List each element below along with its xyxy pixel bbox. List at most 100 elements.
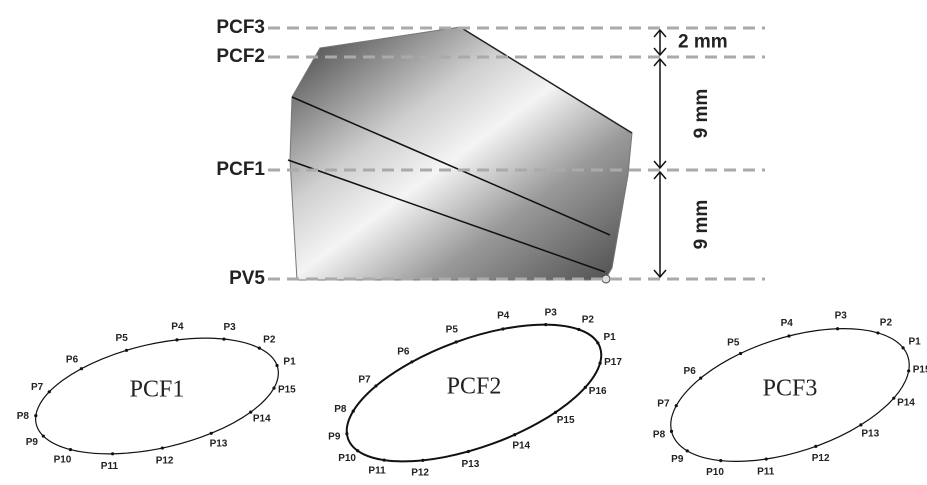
point-label: P7 — [358, 375, 371, 386]
point-label: P16 — [589, 386, 607, 397]
point-marker — [80, 367, 83, 370]
point-marker — [544, 323, 547, 326]
point-label: P15 — [913, 365, 927, 376]
point-marker — [596, 341, 599, 344]
point-label: P1 — [603, 332, 616, 343]
point-label: P2 — [880, 317, 893, 328]
point-marker — [48, 390, 51, 393]
point-marker — [892, 397, 895, 400]
sections: PCF1 P1 P2 P3 P4 P5 P6 P7 P8 P9 P10 P11 P12 P13 P14 P15… — [17, 296, 927, 485]
point-marker — [249, 411, 252, 414]
point-marker — [383, 458, 386, 461]
point-label: P4 — [171, 321, 184, 332]
point-marker — [554, 411, 557, 414]
point-label: P15 — [557, 415, 575, 426]
point-marker — [125, 349, 128, 352]
dimension-label: 9 mm — [691, 89, 712, 139]
point-label: P14 — [512, 441, 530, 452]
point-label: P14 — [253, 414, 271, 425]
point-label: P3 — [835, 311, 848, 322]
point-label: P12 — [411, 468, 429, 479]
point-marker — [467, 450, 470, 453]
point-marker — [598, 362, 601, 365]
point-label: P14 — [897, 397, 915, 408]
point-label: P2 — [263, 334, 276, 345]
point-marker — [345, 432, 348, 435]
point-label: P4 — [497, 311, 510, 322]
plane-label: PCF3 — [216, 17, 265, 38]
point-marker — [111, 452, 114, 455]
point-label: P11 — [101, 461, 119, 472]
point-label: P13 — [861, 429, 879, 440]
point-marker — [222, 337, 225, 340]
point-marker — [901, 346, 904, 349]
point-label: P5 — [116, 333, 129, 344]
point-label: P17 — [604, 357, 622, 368]
figure: PCF3PCF2PCF1PV5 2 mm9 mm9 mm PCF1P1P2P3P… — [0, 0, 927, 485]
point-label: P12 — [156, 456, 174, 467]
point-marker — [584, 386, 587, 389]
point-marker — [765, 457, 768, 460]
plane-label: PCF2 — [216, 46, 265, 67]
point-marker — [814, 445, 817, 448]
point-marker — [34, 414, 37, 417]
point-label: P9 — [328, 432, 341, 443]
point-label: P9 — [671, 454, 684, 465]
point-marker — [859, 423, 862, 426]
point-label: P13 — [462, 459, 480, 470]
point-label: P7 — [657, 399, 670, 410]
dimension-label: 9 mm — [691, 200, 712, 250]
point-marker — [69, 448, 72, 451]
point-marker — [836, 327, 839, 330]
point-marker — [670, 430, 673, 433]
point-marker — [374, 384, 377, 387]
point-label: P5 — [727, 337, 740, 348]
point-label: P1 — [283, 357, 296, 368]
dimensions: 2 mm 9 mm 9 mm — [654, 30, 728, 277]
point-label: P15 — [278, 385, 296, 396]
point-label: P11 — [368, 466, 386, 477]
point-label: P5 — [446, 324, 459, 335]
point-marker — [719, 459, 722, 462]
point-marker — [356, 449, 359, 452]
point-label: P6 — [684, 366, 697, 377]
plane-label: PCF1 — [216, 159, 265, 180]
point-marker — [161, 446, 164, 449]
point-label: P12 — [812, 453, 830, 464]
point-label: P3 — [545, 307, 558, 318]
point-label: P9 — [26, 437, 39, 448]
point-label: P10 — [54, 454, 72, 465]
point-label: P13 — [210, 439, 228, 450]
point-marker — [455, 340, 458, 343]
point-marker — [787, 334, 790, 337]
point-label: P10 — [706, 467, 724, 478]
point-label: P11 — [757, 467, 775, 478]
point-marker — [352, 409, 355, 412]
point-marker — [513, 433, 516, 436]
section-title: PCF1 — [130, 377, 185, 403]
point-marker — [577, 328, 580, 331]
solid-body — [290, 27, 632, 280]
solid — [288, 27, 632, 283]
point-label: P3 — [224, 322, 237, 333]
point-label: P8 — [653, 430, 666, 441]
vertex — [602, 275, 610, 283]
plane-label: PV5 — [229, 268, 265, 289]
point-marker — [210, 432, 213, 435]
point-marker — [501, 327, 504, 330]
point-label: P2 — [582, 315, 595, 326]
point-marker — [699, 377, 702, 380]
dimension-label: 2 mm — [678, 32, 728, 53]
point-label: P6 — [66, 354, 79, 365]
section-title: PCF3 — [763, 376, 818, 402]
point-label: P7 — [31, 382, 44, 393]
point-marker — [275, 364, 278, 367]
point-marker — [272, 387, 275, 390]
point-marker — [42, 434, 45, 437]
point-label: P6 — [397, 347, 410, 358]
point-marker — [739, 352, 742, 355]
point-marker — [410, 360, 413, 363]
point-marker — [421, 459, 424, 462]
point-label: P4 — [781, 318, 794, 329]
point-marker — [258, 347, 261, 350]
